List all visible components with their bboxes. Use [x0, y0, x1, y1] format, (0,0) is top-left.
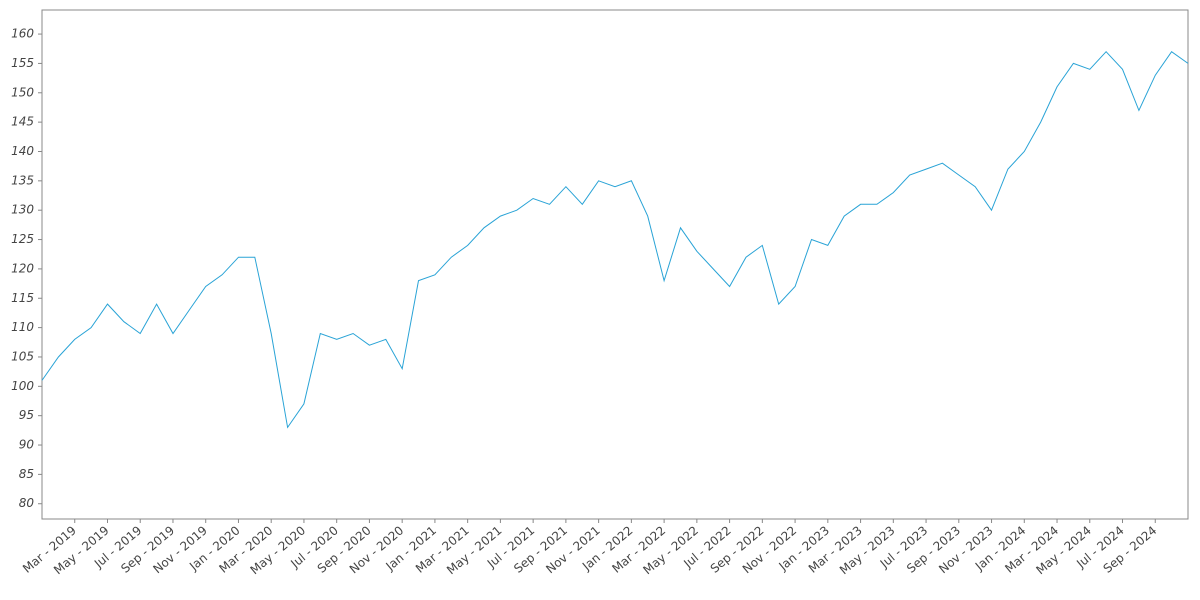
plot-frame	[41, 9, 1189, 520]
y-tick-label: 85	[19, 467, 34, 481]
line	[41, 50, 1189, 429]
y-tick-label: 100	[11, 379, 34, 393]
y-tick-label: 110	[11, 320, 34, 334]
y-tick-label: 130	[11, 203, 34, 217]
y-tick-label: 155	[11, 56, 34, 70]
y-tick-label: 80	[19, 496, 35, 510]
y-tick-label: 90	[19, 438, 35, 452]
y-tick-label: 120	[11, 261, 34, 275]
y-tick-label: 145	[11, 115, 34, 129]
y-tick-label: 125	[11, 232, 34, 246]
y-tick-label: 140	[11, 144, 34, 158]
y-tick-label: 160	[11, 27, 34, 41]
y-tick-label: 135	[11, 173, 34, 187]
y-tick-label: 115	[11, 291, 34, 305]
y-tick-label: 105	[11, 349, 34, 363]
y-tick-label: 150	[11, 85, 34, 99]
y-tick-label: 95	[19, 408, 34, 422]
